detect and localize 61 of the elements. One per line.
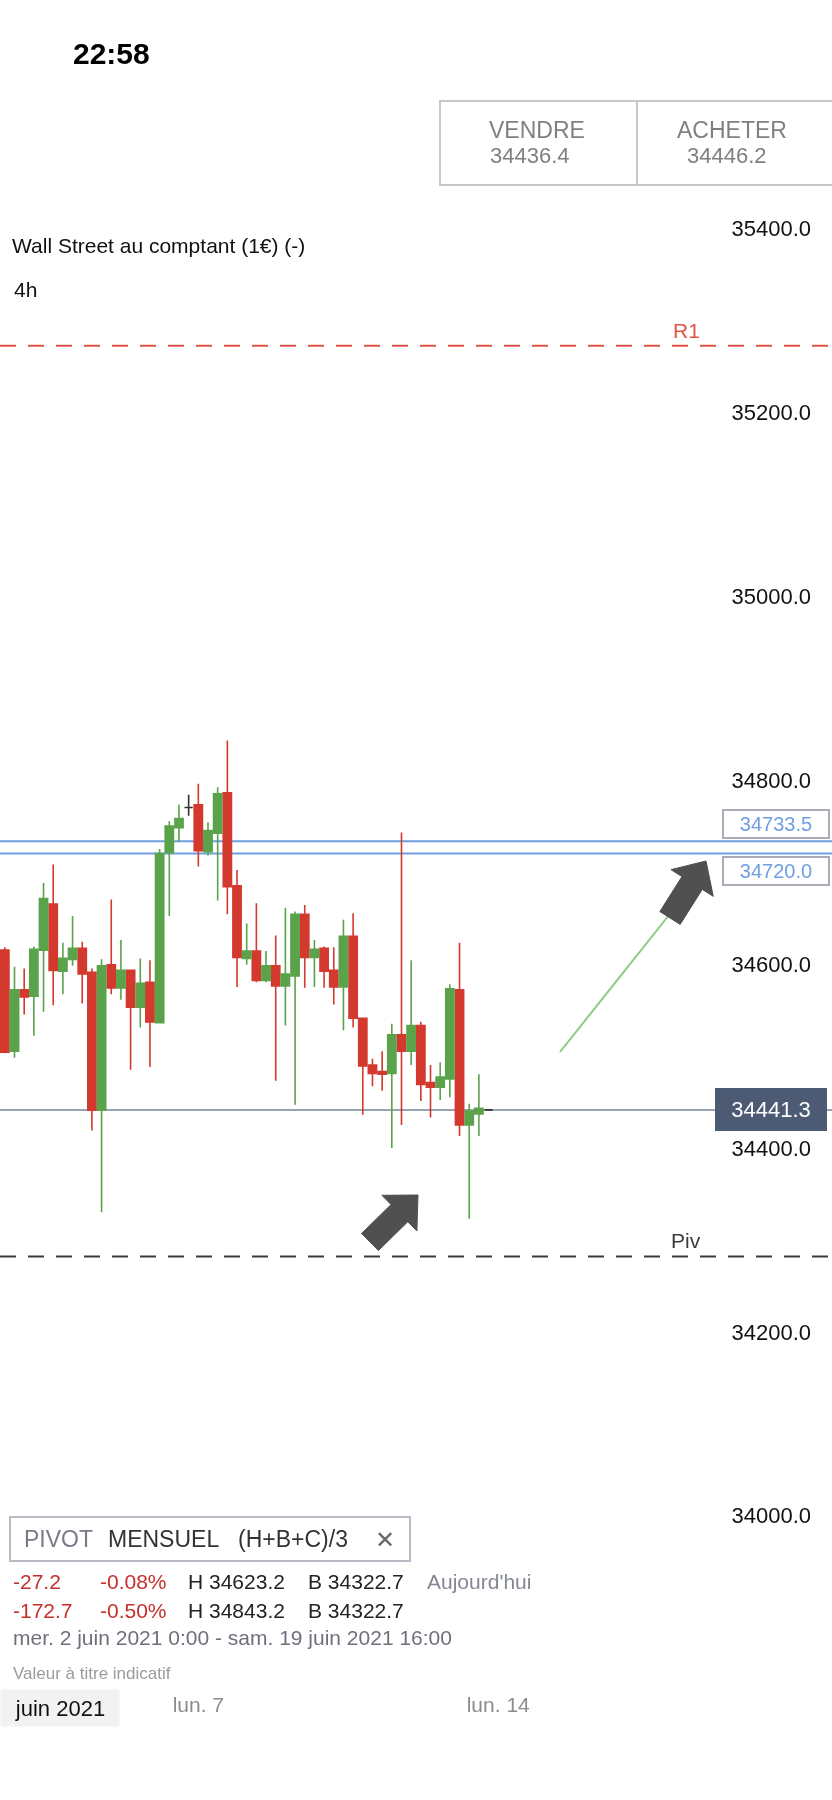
- annotation: mer. 2 juin 2021 0:00 - sam. 19 juin 2021 16:00: [13, 1626, 452, 1649]
- candlestick: [270, 934, 281, 1082]
- text: 4h: [14, 278, 38, 301]
- annotation: ✕: [375, 1526, 396, 1553]
- candlestick: [309, 939, 320, 988]
- y-tick-label: 35000.0: [731, 583, 811, 609]
- candlestick: [299, 904, 310, 989]
- y-tick-label: 34600.0: [731, 951, 811, 977]
- annotation: 22:58: [73, 37, 150, 70]
- annotation: B 34322.7: [308, 1599, 404, 1622]
- y-tick-label: 35200.0: [731, 399, 811, 425]
- candlestick: [96, 958, 107, 1214]
- x-tick-label: lun. 14: [466, 1693, 531, 1716]
- candlestick: [193, 782, 204, 868]
- candlestick: [9, 965, 20, 1059]
- annotation: B 34322.7: [308, 1570, 404, 1593]
- annotation: H 34623.2: [188, 1570, 285, 1593]
- y-tick-label: 35400.0: [731, 215, 811, 241]
- ref-line-label: Piv: [671, 1229, 701, 1252]
- annotation: PIVOT: [24, 1526, 94, 1552]
- annotation: -0.50%: [100, 1599, 167, 1622]
- candlestick: [454, 941, 465, 1137]
- annotation: ACHETER: [677, 117, 787, 143]
- candlestick: [261, 950, 271, 984]
- y-tick-label: 34800.0: [731, 767, 811, 793]
- ref-line-label: 34733.5: [739, 813, 813, 835]
- text: Wall Street au comptant (1€) (-): [12, 234, 306, 258]
- annotation: H 34843.2: [188, 1599, 285, 1622]
- candlestick: [251, 902, 262, 984]
- x-tick-label: lun. 7: [172, 1693, 225, 1716]
- candlestick: [125, 969, 136, 1071]
- candlestick: [145, 959, 155, 1068]
- y-tick-label: 34000.0: [731, 1503, 811, 1529]
- candlestick: [116, 939, 126, 1001]
- candlestick: [19, 967, 30, 1016]
- candlestick: [48, 863, 59, 1007]
- annotation: juin 2021: [14, 1695, 106, 1721]
- ref-line-label: 34441.3: [731, 1097, 811, 1122]
- candlestick: [0, 946, 10, 1054]
- ref-line-label: 34720.0: [739, 860, 813, 882]
- annotation: 34436.4: [490, 143, 570, 168]
- candlestick: [406, 959, 417, 1066]
- annotation: -27.2: [13, 1570, 61, 1593]
- annotation: (H+B+C)/3: [238, 1526, 348, 1552]
- y-tick-label: 34200.0: [731, 1319, 811, 1345]
- annotation: VENDRE: [489, 117, 585, 143]
- annotation: MENSUEL: [108, 1526, 220, 1552]
- annotation: Valeur à titre indicatif: [13, 1664, 171, 1683]
- candlestick: [135, 957, 146, 1029]
- ref-line-label: R1: [673, 319, 700, 342]
- candlestick: [183, 793, 194, 817]
- y-tick-label: 34400.0: [731, 1135, 811, 1161]
- candlestick: [386, 1022, 397, 1149]
- candlestick: [241, 922, 252, 966]
- annotation: -0.08%: [100, 1570, 167, 1593]
- candlestick: [396, 831, 407, 1126]
- annotation: Aujourd'hui: [427, 1570, 532, 1593]
- candlestick: [338, 918, 349, 1031]
- annotation: -172.7: [13, 1599, 73, 1622]
- candlestick: [106, 898, 117, 996]
- annotation: 34446.2: [687, 143, 767, 168]
